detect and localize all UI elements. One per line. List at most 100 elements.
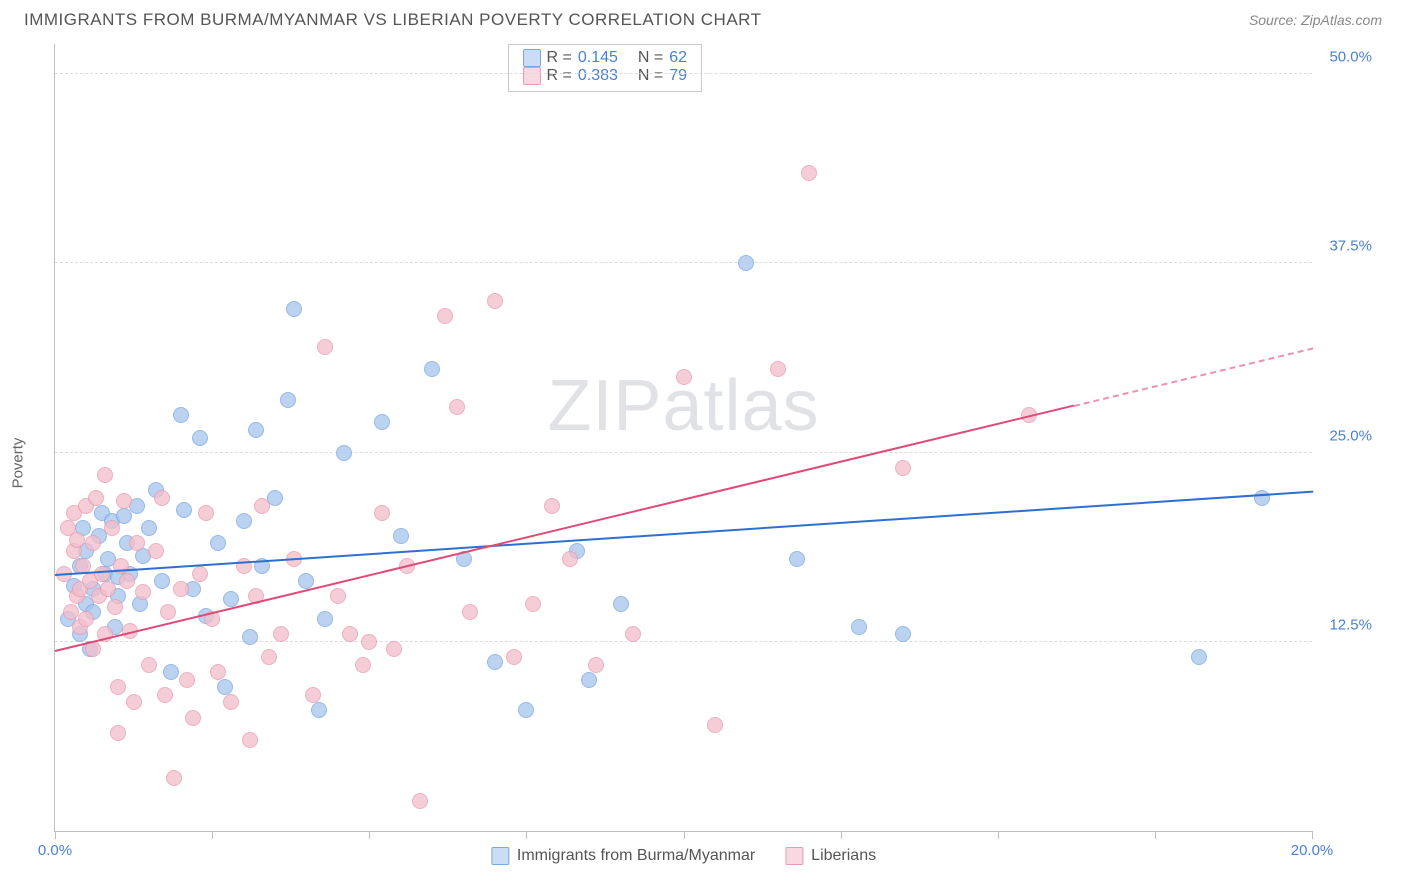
data-point-liberian xyxy=(160,604,176,620)
data-point-liberian xyxy=(261,649,277,665)
data-point-burma xyxy=(217,679,233,695)
data-point-burma xyxy=(311,702,327,718)
y-axis-label: Poverty xyxy=(10,438,27,489)
data-point-burma xyxy=(1191,649,1207,665)
y-tick-label: 12.5% xyxy=(1317,616,1372,633)
gridline-h xyxy=(55,73,1312,74)
data-point-liberian xyxy=(110,679,126,695)
data-point-liberian xyxy=(707,717,723,733)
x-tick xyxy=(841,831,842,839)
legend-swatch xyxy=(523,49,541,67)
legend-label: Immigrants from Burma/Myanmar xyxy=(517,847,755,865)
x-tick-label: 20.0% xyxy=(1291,842,1334,859)
legend-r-label: R = xyxy=(547,49,572,67)
x-tick xyxy=(1155,831,1156,839)
data-point-liberian xyxy=(895,460,911,476)
data-point-liberian xyxy=(119,573,135,589)
data-point-liberian xyxy=(129,535,145,551)
data-point-liberian xyxy=(148,543,164,559)
x-tick xyxy=(526,831,527,839)
data-point-liberian xyxy=(69,532,85,548)
data-point-liberian xyxy=(116,493,132,509)
data-point-liberian xyxy=(506,649,522,665)
data-point-burma xyxy=(192,430,208,446)
trend-line-liberian xyxy=(1074,347,1313,407)
data-point-liberian xyxy=(361,634,377,650)
x-tick xyxy=(212,831,213,839)
data-point-liberian xyxy=(487,293,503,309)
data-point-liberian xyxy=(273,626,289,642)
data-point-liberian xyxy=(355,657,371,673)
data-point-liberian xyxy=(330,588,346,604)
data-point-liberian xyxy=(157,687,173,703)
data-point-liberian xyxy=(185,710,201,726)
data-point-liberian xyxy=(676,369,692,385)
data-point-burma xyxy=(518,702,534,718)
legend-swatch xyxy=(523,67,541,85)
data-point-liberian xyxy=(179,672,195,688)
data-point-liberian xyxy=(317,339,333,355)
x-tick-label: 0.0% xyxy=(38,842,72,859)
y-tick-label: 25.0% xyxy=(1317,427,1372,444)
data-point-liberian xyxy=(770,361,786,377)
legend-swatch xyxy=(785,847,803,865)
data-point-burma xyxy=(581,672,597,688)
legend-item-burma: Immigrants from Burma/Myanmar xyxy=(491,847,755,865)
data-point-liberian xyxy=(462,604,478,620)
data-point-burma xyxy=(895,626,911,642)
data-point-burma xyxy=(280,392,296,408)
data-point-liberian xyxy=(110,725,126,741)
data-point-liberian xyxy=(562,551,578,567)
x-tick xyxy=(1312,831,1313,839)
legend-swatch xyxy=(491,847,509,865)
source-attribution: Source: ZipAtlas.com xyxy=(1249,12,1382,28)
data-point-burma xyxy=(210,535,226,551)
data-point-liberian xyxy=(449,399,465,415)
data-point-burma xyxy=(141,520,157,536)
data-point-burma xyxy=(789,551,805,567)
data-point-burma xyxy=(236,513,252,529)
data-point-burma xyxy=(173,407,189,423)
data-point-liberian xyxy=(254,498,270,514)
data-point-liberian xyxy=(588,657,604,673)
data-point-liberian xyxy=(198,505,214,521)
data-point-liberian xyxy=(94,566,110,582)
data-point-burma xyxy=(176,502,192,518)
data-point-liberian xyxy=(210,664,226,680)
data-point-liberian xyxy=(305,687,321,703)
data-point-burma xyxy=(154,573,170,589)
legend-row-burma: R = 0.145N = 62 xyxy=(523,49,688,67)
x-tick xyxy=(998,831,999,839)
chart-container: Poverty ZIPatlas R = 0.145N = 62R = 0.38… xyxy=(24,44,1382,882)
correlation-legend: R = 0.145N = 62R = 0.383N = 79 xyxy=(508,44,703,92)
legend-r-value: 0.383 xyxy=(578,67,618,85)
data-point-burma xyxy=(851,619,867,635)
legend-n-label: N = xyxy=(638,67,663,85)
gridline-h xyxy=(55,452,1312,453)
data-point-burma xyxy=(317,611,333,627)
data-point-liberian xyxy=(242,732,258,748)
data-point-liberian xyxy=(166,770,182,786)
data-point-burma xyxy=(242,629,258,645)
data-point-liberian xyxy=(525,596,541,612)
plot-area: ZIPatlas R = 0.145N = 62R = 0.383N = 79 … xyxy=(54,44,1312,832)
data-point-liberian xyxy=(63,604,79,620)
legend-label: Liberians xyxy=(811,847,876,865)
data-point-liberian xyxy=(374,505,390,521)
legend-item-liberian: Liberians xyxy=(785,847,876,865)
gridline-h xyxy=(55,262,1312,263)
data-point-burma xyxy=(393,528,409,544)
data-point-liberian xyxy=(544,498,560,514)
data-point-liberian xyxy=(223,694,239,710)
trend-line-liberian xyxy=(55,405,1074,652)
data-point-liberian xyxy=(173,581,189,597)
data-point-liberian xyxy=(801,165,817,181)
data-point-burma xyxy=(248,422,264,438)
x-tick xyxy=(55,831,56,839)
x-tick xyxy=(369,831,370,839)
legend-r-label: R = xyxy=(547,67,572,85)
data-point-liberian xyxy=(192,566,208,582)
legend-r-value: 0.145 xyxy=(578,49,618,67)
data-point-liberian xyxy=(100,581,116,597)
data-point-liberian xyxy=(412,793,428,809)
